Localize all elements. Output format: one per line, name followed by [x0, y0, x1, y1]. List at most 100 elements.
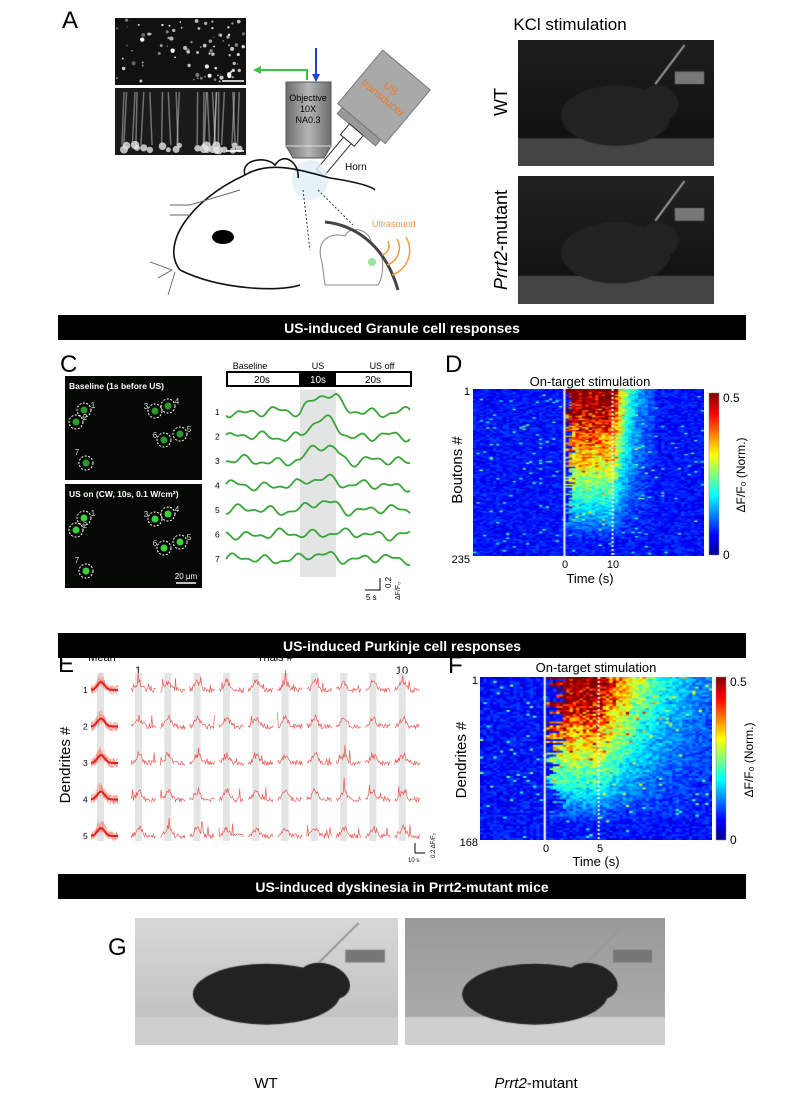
- photo-wt-dyskinesia: [135, 918, 398, 1045]
- us-band: [281, 673, 289, 841]
- y-axis-label: Dendrites #: [453, 721, 470, 798]
- trial-trace: [365, 825, 391, 839]
- trial-trace: [365, 784, 391, 803]
- trials-label: Trials #: [257, 652, 294, 664]
- heatmap-title: On-target stimulation: [536, 660, 657, 675]
- dendrite: [213, 91, 218, 146]
- cell-dot: [218, 80, 221, 83]
- cell-dot: [231, 22, 234, 25]
- cell-dot: [227, 26, 230, 29]
- trial-trace: [189, 787, 215, 803]
- panel-a: A Objective 10X NA0.3 US transducer Horn: [62, 7, 431, 296]
- trial-trace: [365, 752, 391, 767]
- cell-dot: [208, 52, 211, 55]
- roi-circle: [68, 414, 84, 430]
- roi-cell: [176, 538, 184, 546]
- soma: [176, 142, 182, 149]
- colorbar-tick: 0.5: [730, 675, 747, 689]
- cell-dot: [196, 51, 199, 54]
- cell-dot: [226, 72, 232, 77]
- micrograph-cells: [115, 18, 246, 155]
- soma: [146, 146, 154, 154]
- roi-label: 3: [144, 510, 149, 519]
- cell-dot: [209, 49, 213, 53]
- roi-cell: [82, 459, 90, 467]
- panel-title: KCl stimulation: [513, 15, 626, 34]
- trial-trace: [90, 821, 119, 841]
- cell-dot: [207, 73, 212, 78]
- mouse-ear: [243, 158, 299, 179]
- roi-circle: [147, 403, 163, 419]
- objective-label: Objective: [289, 93, 327, 103]
- us-band: [164, 673, 172, 841]
- cell-dot: [230, 46, 235, 51]
- trial-trace: [90, 751, 119, 768]
- timeline-label: US off: [370, 361, 395, 371]
- ultrasound-label: Ultrasound: [372, 219, 416, 229]
- soma: [119, 145, 128, 154]
- panel-label: A: [62, 7, 78, 34]
- emission-arrow: [260, 69, 308, 80]
- colorbar-tick: 0.5: [723, 391, 740, 405]
- panel-f: F On-target stimulation Dendrites # 1 16…: [448, 652, 756, 869]
- roi-cell: [72, 526, 80, 534]
- panel-b: B KCl stimulation WT Prrt2-mutant: [491, 15, 628, 290]
- cell-dot: [228, 54, 231, 57]
- ultrasound-wave-icon: [381, 236, 411, 276]
- timeline-duration: 20s: [365, 375, 381, 386]
- cell-dot: [168, 24, 171, 27]
- roi-circle: [68, 522, 84, 538]
- trial-trace: [189, 747, 215, 766]
- dendrite: [131, 91, 136, 146]
- trial-trace: [218, 788, 244, 803]
- x-tick: 10: [607, 559, 619, 571]
- dendrite: [175, 91, 179, 146]
- trace-line: [225, 444, 411, 468]
- cell-dot: [217, 74, 219, 77]
- cell-dot: [204, 64, 210, 69]
- trial-trace: [90, 821, 119, 839]
- trace-label: 6: [215, 530, 220, 540]
- cell-dot: [139, 79, 143, 83]
- trace-line: [225, 392, 411, 419]
- us-period-shading: [97, 673, 406, 841]
- purkinje-traces: 1 2 3 4 5: [83, 669, 420, 842]
- coupling-gel: [292, 160, 328, 200]
- x-tick: 5: [597, 843, 603, 855]
- dendrite: [231, 91, 236, 146]
- trial-trace: [90, 750, 119, 769]
- trial-trace: [247, 679, 274, 694]
- trial-trace: [189, 676, 215, 694]
- trial-trace: [160, 817, 186, 840]
- image-label: US on (CW, 10s, 0.1 W/cm²): [69, 489, 179, 499]
- roi-cell: [160, 544, 168, 552]
- cell-dot: [211, 20, 214, 23]
- objective-na: NA0.3: [295, 115, 320, 125]
- trial-trace: [90, 821, 119, 841]
- trial-trace: [159, 751, 186, 766]
- roi-label: 4: [175, 505, 180, 514]
- cell-dot: [236, 52, 240, 57]
- trial-trace: [394, 675, 420, 694]
- cell-dot: [121, 66, 126, 71]
- roi-cell: [176, 430, 184, 438]
- trial-trace: [335, 825, 362, 839]
- mean-trace: [90, 754, 118, 764]
- cell-dot: [231, 68, 235, 73]
- trial-trace: [90, 679, 119, 695]
- cell-dot: [219, 34, 222, 37]
- dendrite: [220, 91, 226, 146]
- trial-trace: [90, 783, 119, 806]
- trial-trace: [130, 751, 157, 766]
- y-tick: 235: [452, 554, 470, 566]
- roi-circle: [76, 510, 92, 526]
- trial-trace: [159, 788, 186, 803]
- mouse-outline: [173, 166, 376, 271]
- cell-dot: [199, 76, 203, 80]
- mean-label: Mean: [88, 652, 116, 664]
- cell-dot: [234, 43, 239, 47]
- mouse-eye: [212, 230, 234, 244]
- cell-dot: [195, 72, 200, 78]
- trace-label: 4: [215, 481, 220, 491]
